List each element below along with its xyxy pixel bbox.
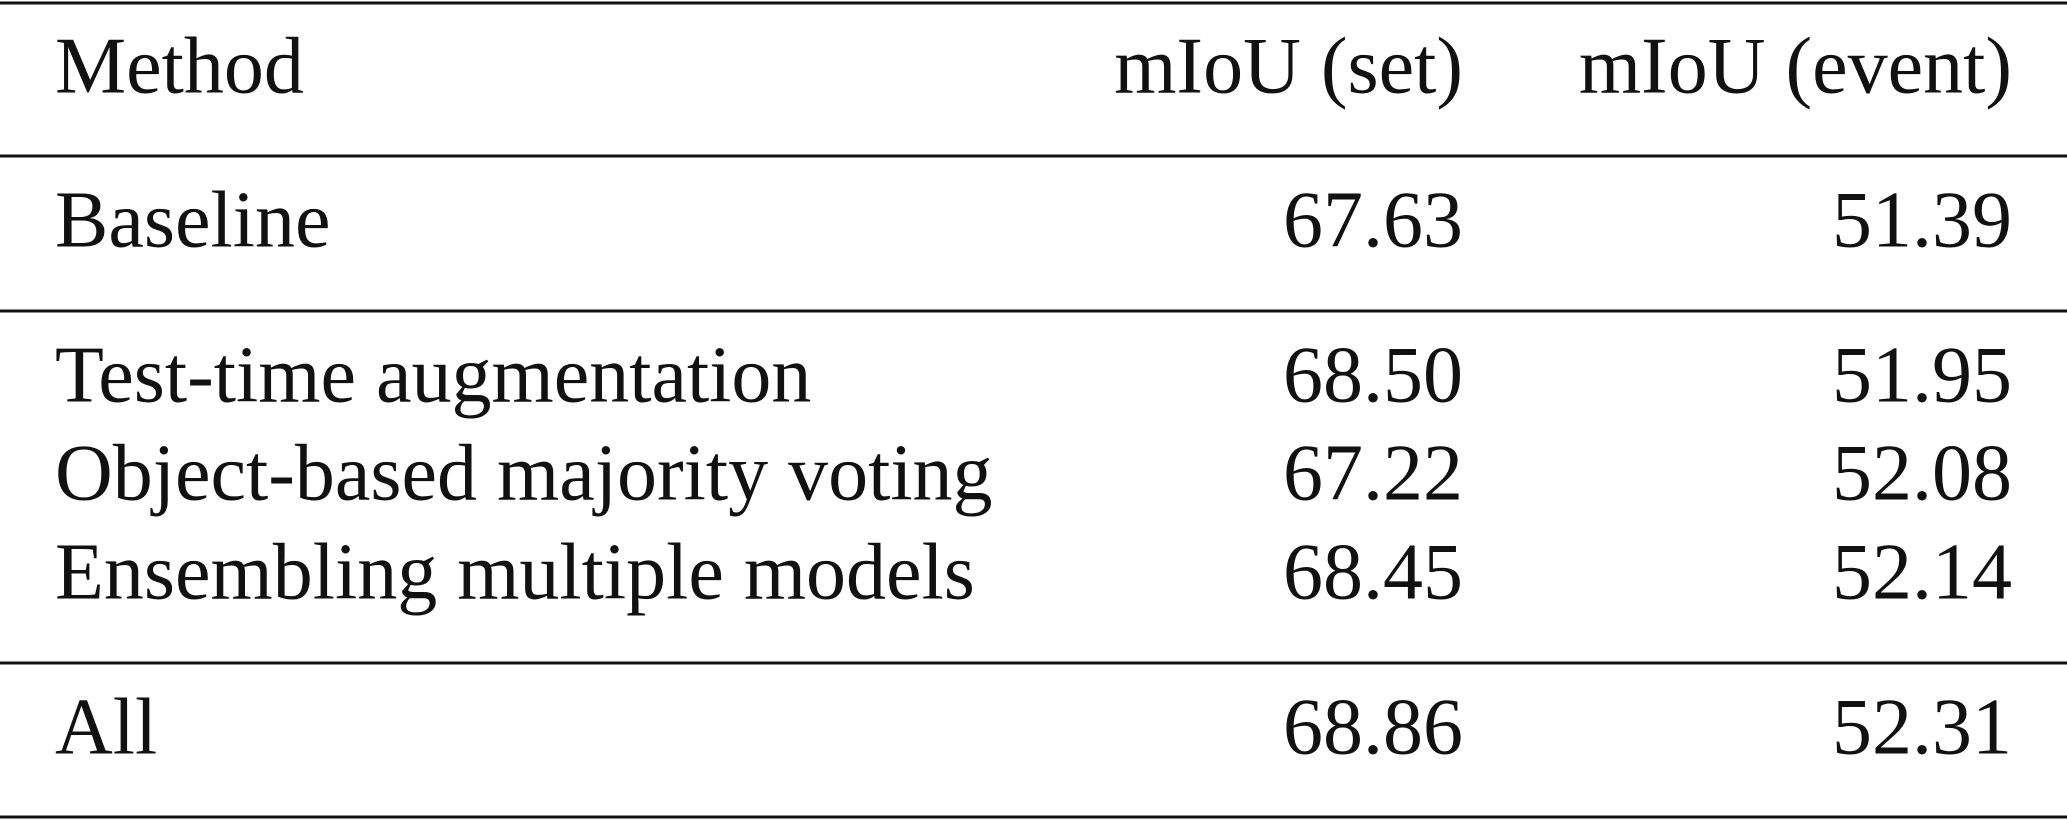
method-cell: Test-time augmentation — [55, 331, 811, 419]
method-cell: Object-based majority voting — [55, 429, 993, 517]
value-cell: 68.86 — [1283, 683, 1463, 771]
method-cell: Ensembling multiple models — [55, 528, 975, 616]
method-cell: All — [55, 683, 157, 771]
value-cell: 52.08 — [1832, 429, 2012, 517]
header-cell: mIoU (set) — [1114, 22, 1463, 110]
value-cell: 51.39 — [1832, 176, 2012, 264]
value-cell: 52.14 — [1832, 528, 2012, 616]
header-cell: Method — [55, 22, 304, 110]
value-cell: 51.95 — [1832, 331, 2012, 419]
value-cell: 67.63 — [1283, 176, 1463, 264]
value-cell: 68.50 — [1283, 331, 1463, 419]
method-cell: Baseline — [55, 176, 330, 264]
value-cell: 67.22 — [1283, 429, 1463, 517]
value-cell: 52.31 — [1832, 683, 2012, 771]
header-cell: mIoU (event) — [1579, 22, 2012, 110]
value-cell: 68.45 — [1283, 528, 1463, 616]
